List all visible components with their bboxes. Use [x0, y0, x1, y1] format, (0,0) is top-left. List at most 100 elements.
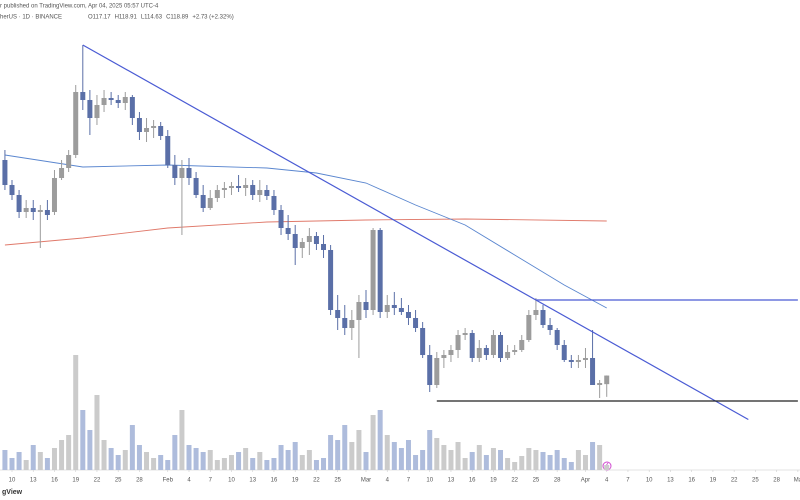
candle-body — [136, 118, 142, 132]
volume-bar — [193, 448, 199, 470]
volume-bar — [108, 448, 114, 470]
candle-body — [271, 196, 277, 210]
x-tick-label: 4 — [386, 478, 390, 484]
volume-bar — [342, 425, 348, 470]
candle-body — [533, 310, 539, 315]
volume-bar — [94, 395, 100, 470]
x-tick-label: 16 — [51, 478, 58, 484]
candle-body — [250, 185, 256, 195]
volume-bar — [66, 435, 72, 470]
volume-bar — [441, 445, 447, 470]
volume-bar — [391, 442, 397, 470]
volume-bar — [214, 460, 220, 470]
x-tick-label: 4 — [187, 478, 191, 484]
volume-bar — [200, 452, 206, 470]
ohlc-value: H118.91 — [115, 15, 138, 21]
volume-bar — [597, 445, 603, 470]
ohlc-value: C118.89 — [166, 15, 189, 21]
candle-body — [228, 186, 234, 188]
candle-body — [363, 302, 369, 310]
candle-body — [370, 230, 376, 310]
volume-bar — [172, 435, 178, 470]
x-tick-label: 10 — [228, 478, 235, 484]
x-tick-label: Ma — [794, 478, 800, 484]
volume-bar — [335, 440, 341, 470]
volume-bar — [136, 445, 142, 470]
volume-bar — [306, 450, 312, 470]
x-tick-label: 22 — [731, 478, 738, 484]
candle-body — [434, 358, 440, 385]
candle-body — [526, 315, 532, 340]
x-tick-label: 7 — [209, 478, 213, 484]
volume-bar — [236, 452, 242, 470]
volume-bar — [129, 425, 135, 470]
candle-body — [505, 352, 511, 358]
candle-body — [427, 355, 433, 385]
volume-bar — [87, 430, 93, 470]
volume-bar — [547, 455, 553, 470]
volume-bar — [179, 410, 185, 470]
volume-bar — [122, 450, 128, 470]
candle-body — [575, 360, 581, 362]
volume-bar — [44, 458, 50, 470]
volume-bar — [490, 448, 496, 470]
x-tick-label: 13 — [30, 478, 37, 484]
candle-body — [186, 168, 192, 178]
volume-bar — [398, 448, 404, 470]
x-tick-label: 13 — [667, 478, 674, 484]
x-tick-label: 19 — [490, 478, 497, 484]
volume-bar — [165, 460, 171, 470]
candle-body — [483, 348, 489, 355]
volume-bar — [264, 460, 270, 470]
x-tick-label: 28 — [773, 478, 780, 484]
volume-bar — [377, 410, 383, 470]
candle-body — [597, 383, 603, 385]
candle-body — [384, 305, 390, 312]
volume-bar — [115, 455, 121, 470]
volume-bar — [590, 442, 596, 470]
x-tick-label: 22 — [511, 478, 518, 484]
volume-bar — [151, 458, 157, 470]
candle-body — [342, 318, 348, 328]
candle-body — [335, 310, 341, 318]
x-tick-label: 13 — [249, 478, 256, 484]
volume-bar — [604, 465, 610, 470]
candle-body — [264, 190, 270, 196]
volume-bar — [434, 438, 440, 470]
candle-body — [299, 242, 305, 248]
volume-bar — [313, 460, 319, 470]
volume-bar — [554, 450, 560, 470]
x-tick-label: 19 — [292, 478, 299, 484]
candle-body — [16, 195, 22, 212]
x-tick-label: 10 — [9, 478, 16, 484]
volume-bar — [561, 458, 567, 470]
volume-bar — [405, 440, 411, 470]
candle-body — [115, 100, 121, 103]
x-tick-label: 16 — [688, 478, 695, 484]
volume-bar — [158, 455, 164, 470]
candle-body — [2, 160, 8, 185]
volume-bar — [186, 445, 192, 470]
volume-bar — [207, 450, 213, 470]
volume-bar — [257, 452, 263, 470]
candle-body — [179, 168, 185, 178]
candle-body — [568, 360, 574, 362]
volume-bar — [2, 450, 8, 470]
volume-bar — [540, 452, 546, 470]
volume-bar — [476, 445, 482, 470]
volume-bar — [80, 410, 86, 470]
volume-bar — [299, 455, 305, 470]
candle-body — [172, 165, 178, 178]
volume-bar — [462, 458, 468, 470]
volume-bar — [505, 458, 511, 470]
candle-body — [214, 190, 220, 198]
candle-body — [377, 230, 383, 312]
volume-bar — [413, 455, 419, 470]
candle-body — [278, 210, 284, 228]
candle-body — [441, 355, 447, 358]
candle-body — [129, 97, 135, 118]
volume-bar — [427, 430, 433, 470]
candle-body — [498, 335, 504, 358]
